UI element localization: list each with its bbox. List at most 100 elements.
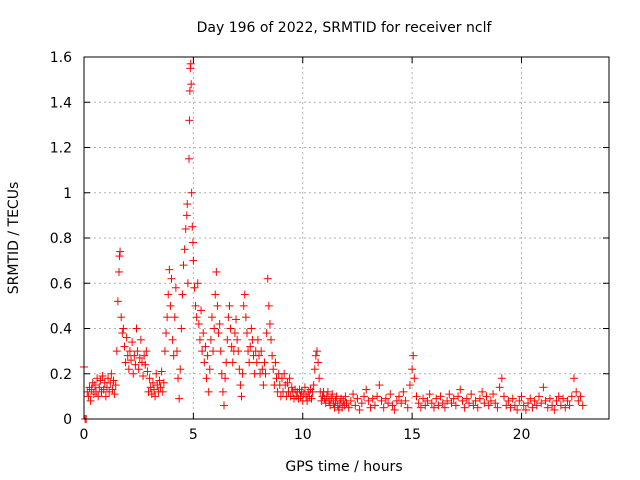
y-tick-label: 0.4 (50, 322, 72, 338)
data-point (309, 381, 318, 390)
data-point (157, 367, 166, 376)
data-point (224, 313, 233, 322)
data-point (182, 211, 191, 220)
data-point (283, 378, 292, 387)
data-point (362, 385, 371, 394)
data-point (195, 335, 204, 344)
data-point (469, 401, 478, 410)
data-point (172, 347, 181, 356)
data-point (460, 403, 469, 412)
data-point (425, 390, 434, 399)
data-point (132, 324, 141, 333)
data-point (159, 378, 168, 387)
data-point (543, 403, 552, 412)
data-point (445, 390, 454, 399)
data-point (410, 374, 419, 383)
data-point (268, 351, 277, 360)
data-point (226, 324, 235, 333)
data-point (491, 399, 500, 408)
data-point (384, 399, 393, 408)
data-point (168, 335, 177, 344)
data-point (194, 319, 203, 328)
data-point (174, 374, 183, 383)
data-point (117, 313, 126, 322)
data-point (136, 335, 145, 344)
data-point (214, 329, 223, 338)
data-point (489, 390, 498, 399)
data-point (392, 396, 401, 405)
y-tick-label: 0.8 (50, 231, 72, 247)
y-tick-label: 1.2 (50, 141, 72, 157)
data-point (90, 381, 99, 390)
data-point (212, 267, 221, 276)
data-point (140, 351, 149, 360)
data-point (552, 396, 561, 405)
data-point (192, 313, 201, 322)
data-point (233, 335, 242, 344)
data-point (171, 283, 180, 292)
data-point (163, 313, 172, 322)
data-point (206, 335, 215, 344)
data-point (186, 59, 195, 68)
data-point (240, 290, 249, 299)
data-point (373, 392, 382, 401)
y-tick-label: 0.6 (50, 276, 72, 292)
data-point (252, 358, 261, 367)
data-point (519, 401, 528, 410)
data-point (262, 329, 271, 338)
data-point (134, 365, 143, 374)
data-point (241, 313, 250, 322)
data-point (115, 252, 124, 261)
data-point (403, 403, 412, 412)
data-point (475, 394, 484, 403)
data-point (465, 399, 473, 408)
gridlines (84, 57, 609, 419)
data-point (215, 319, 224, 328)
x-tick-label: 20 (513, 427, 531, 443)
data-point (495, 383, 504, 392)
data-point (430, 403, 438, 412)
data-point (567, 392, 576, 401)
data-point (255, 351, 263, 360)
data-point (204, 387, 213, 396)
data-point (421, 401, 430, 410)
data-point (116, 247, 125, 256)
data-point (528, 403, 537, 412)
data-point (261, 369, 270, 378)
y-tick-label: 1.4 (50, 95, 72, 111)
y-tick-label: 0.2 (50, 367, 72, 383)
data-point (83, 387, 92, 396)
data-point (131, 360, 140, 369)
data-point (216, 347, 225, 356)
data-point (213, 301, 222, 310)
data-point (223, 335, 232, 344)
data-point (401, 396, 410, 405)
data-point (185, 116, 194, 125)
data-point (145, 374, 154, 383)
data-point (510, 401, 519, 410)
data-point (242, 329, 251, 338)
data-point (177, 324, 186, 333)
data-point (122, 333, 131, 342)
data-point (342, 399, 351, 408)
data-point (188, 238, 197, 247)
data-point (331, 396, 340, 405)
data-point (148, 378, 157, 387)
data-point (115, 267, 123, 276)
data-point (165, 265, 174, 274)
data-point (198, 347, 207, 356)
data-point (332, 392, 341, 401)
data-point (86, 396, 95, 405)
data-point (236, 381, 245, 390)
data-point (160, 347, 169, 356)
data-point (537, 399, 546, 408)
data-point (556, 401, 565, 410)
data-points (80, 59, 587, 423)
data-point (200, 358, 209, 367)
data-point (322, 392, 331, 401)
data-point (109, 376, 118, 385)
data-point (170, 313, 179, 322)
data-point (187, 80, 196, 89)
data-point (259, 381, 268, 390)
